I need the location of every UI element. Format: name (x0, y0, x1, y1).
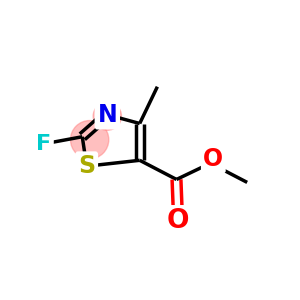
Text: S: S (78, 154, 95, 178)
Circle shape (93, 102, 122, 130)
Text: O: O (203, 147, 224, 171)
Circle shape (70, 121, 109, 159)
Text: F: F (36, 134, 52, 154)
Text: O: O (167, 208, 189, 234)
Text: N: N (98, 103, 117, 127)
